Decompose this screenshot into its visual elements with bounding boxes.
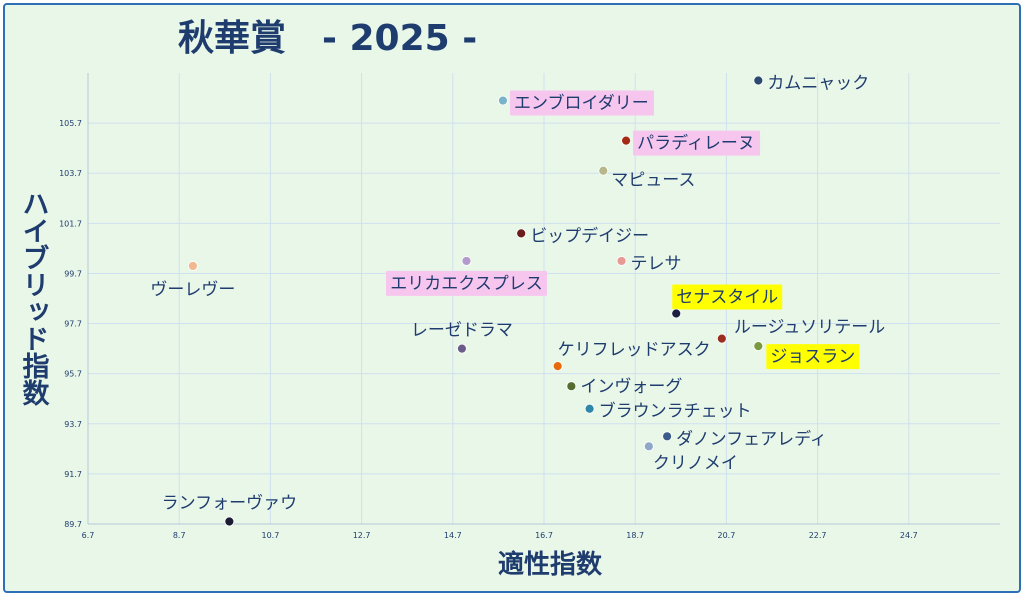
y-tick-label: 91.7 xyxy=(64,470,82,479)
x-tick-label: 22.7 xyxy=(809,531,827,540)
point-label: ルージュソリテール xyxy=(734,318,885,338)
y-tick-label: 103.7 xyxy=(59,169,82,178)
x-tick-label: 12.7 xyxy=(353,531,371,540)
data-point xyxy=(716,333,727,344)
data-point xyxy=(566,381,577,392)
data-point xyxy=(598,165,609,176)
x-tick-label: 8.7 xyxy=(173,531,186,540)
point-label: ランフォーヴァウ xyxy=(162,493,298,513)
point-label: マピュース xyxy=(611,171,695,191)
data-point xyxy=(643,441,654,452)
data-point xyxy=(224,516,235,527)
y-axis-title: ハイブリッド指数 xyxy=(18,190,50,407)
point-label: カムニャック xyxy=(767,74,869,94)
data-point xyxy=(616,256,627,266)
label-highlight xyxy=(509,90,654,116)
y-tick-label: 99.7 xyxy=(64,269,82,278)
data-points xyxy=(187,75,764,527)
x-tick-label: 24.7 xyxy=(900,531,918,540)
x-tick-label: 14.7 xyxy=(444,531,462,540)
point-label: ビップデイジー xyxy=(530,225,649,246)
x-tick-label: 20.7 xyxy=(717,531,735,540)
point-label: ジョスラン xyxy=(770,347,855,367)
data-point xyxy=(662,431,673,442)
data-point xyxy=(753,75,764,86)
data-point xyxy=(516,228,527,239)
point-label: ブラウンラチェット xyxy=(599,401,752,422)
point-label: ケリフレッドアスク xyxy=(558,340,711,360)
point-label: クリノメイ xyxy=(653,453,738,473)
axes: 6.7 8.7 10.7 12.7 14.7 16.7 18.7 20.7 22.7 24.7 89… xyxy=(59,73,1000,540)
y-tick-label: 105.7 xyxy=(59,119,82,128)
point-label: エンブロイダリー xyxy=(514,93,649,114)
point-label: エリカエクスプレス xyxy=(390,274,543,294)
data-point xyxy=(187,261,198,271)
x-tick-label: 10.7 xyxy=(261,531,279,540)
chart-title: 秋華賞 - 2025 - xyxy=(178,18,477,59)
label-highlight xyxy=(385,270,547,296)
label-highlight xyxy=(766,344,860,370)
x-axis-title: 適性指数 xyxy=(498,549,603,580)
point-label: ダノンフェアレディ xyxy=(676,428,827,449)
data-point xyxy=(498,95,508,106)
y-tick-label: 89.7 xyxy=(64,520,82,529)
y-tick-label: 95.7 xyxy=(64,370,82,379)
data-point xyxy=(461,256,472,266)
point-label: パラディレーヌ xyxy=(637,133,755,154)
y-tick-label: 101.7 xyxy=(59,219,82,228)
y-tick-label: 97.7 xyxy=(64,320,82,329)
x-tick-label: 18.7 xyxy=(626,531,644,540)
point-labels: カムニャックエンブロイダリーパラディレーヌマピュースビップデイジーテレサヴーレヴ… xyxy=(150,74,885,514)
point-label: セナスタイル xyxy=(676,288,778,308)
x-tick-label: 6.7 xyxy=(82,531,95,540)
label-highlight xyxy=(633,130,761,156)
data-point xyxy=(753,341,764,352)
point-label: テレサ xyxy=(631,254,682,274)
x-tick-label: 16.7 xyxy=(535,531,553,540)
data-point xyxy=(621,135,631,146)
point-label: インヴォーグ xyxy=(580,377,682,397)
data-point xyxy=(457,343,467,354)
y-tick-label: 93.7 xyxy=(64,420,82,429)
label-highlight xyxy=(672,284,783,310)
point-label: ヴーレヴー xyxy=(150,280,235,300)
point-label: レーゼドラマ xyxy=(411,321,513,341)
grid xyxy=(88,73,1000,524)
data-point xyxy=(552,361,563,372)
data-point xyxy=(584,403,595,414)
data-point xyxy=(671,308,682,319)
